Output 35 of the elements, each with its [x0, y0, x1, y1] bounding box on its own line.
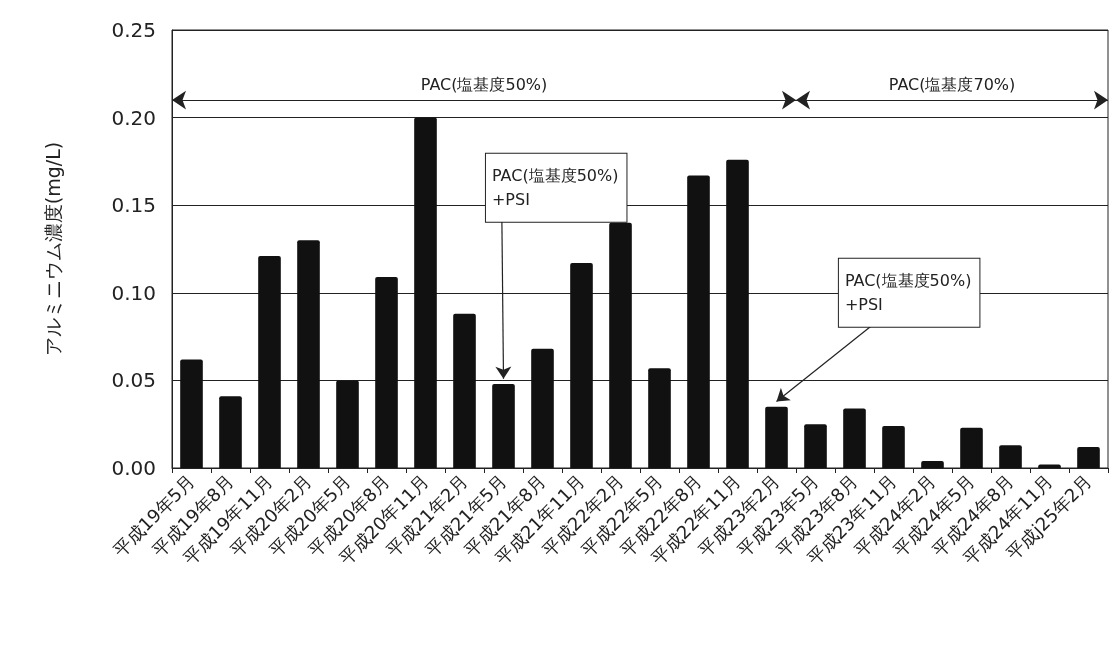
bar [999, 445, 1022, 468]
bar [570, 263, 593, 468]
bar [336, 380, 359, 468]
annotation: PAC(塩基度50%) +PSI [491, 166, 619, 210]
annotation: PAC(塩基度50%) [420, 74, 548, 94]
y-tick-label: 0.20 [111, 105, 156, 130]
bar [375, 277, 398, 468]
y-tick-label: 0.15 [111, 193, 156, 218]
bar [1077, 446, 1100, 468]
bar [1038, 464, 1061, 468]
y-tick-label: 0.00 [111, 456, 156, 480]
bar [180, 359, 203, 468]
annotation: PAC(塩基度50%) +PSI [844, 271, 972, 315]
bar [687, 175, 710, 468]
bar [960, 427, 983, 468]
y-tick-label: 0.25 [111, 18, 156, 42]
bar [219, 396, 242, 468]
bar [882, 425, 905, 468]
bar [297, 240, 320, 468]
annotation: PAC(塩基度70%) [888, 74, 1016, 94]
bar [648, 368, 671, 468]
bar [726, 159, 749, 468]
bar [921, 460, 944, 468]
bar [258, 256, 281, 468]
bar [492, 383, 515, 468]
y-axis-title: アルミニウム濃度(mg/L) [41, 141, 64, 357]
bar [804, 424, 827, 468]
y-tick-label: 0.10 [111, 280, 156, 305]
bar [453, 313, 476, 468]
bar [531, 348, 554, 468]
bar [414, 117, 437, 468]
y-tick-label: 0.05 [111, 368, 156, 393]
bar [765, 406, 788, 468]
bar [843, 408, 866, 468]
bar [609, 222, 632, 468]
